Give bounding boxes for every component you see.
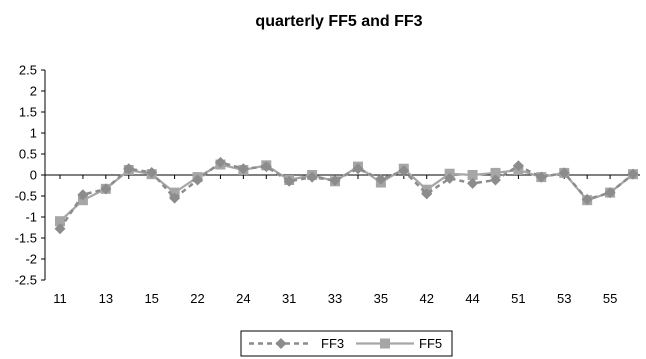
series-ff3-point xyxy=(604,187,616,199)
series-ff3-point xyxy=(467,177,479,189)
series-ff5-point xyxy=(55,216,65,227)
series-ff3-point xyxy=(100,183,112,195)
x-tick-label: 24 xyxy=(236,291,250,306)
x-tick-label: 13 xyxy=(99,291,113,306)
x-tick-label: 22 xyxy=(190,291,204,306)
series-ff3-point xyxy=(581,193,593,205)
x-tick-label: 11 xyxy=(53,291,67,306)
x-tick-label: 15 xyxy=(144,291,158,306)
legend: FF3 FF5 xyxy=(240,330,453,357)
series-ff3-point xyxy=(123,163,135,175)
x-tick-label: 44 xyxy=(465,291,479,306)
legend-ff3-label: FF3 xyxy=(321,336,344,351)
series-ff3-point xyxy=(146,166,158,178)
series-ff3-point xyxy=(558,167,570,179)
series-ff3-point xyxy=(627,168,639,180)
series-ff3-point xyxy=(512,160,524,172)
series-ff3-point xyxy=(283,175,295,187)
y-tick-label: 1 xyxy=(30,126,37,141)
y-tick-label: -2 xyxy=(25,252,37,267)
y-tick-label: -0.5 xyxy=(15,189,37,204)
y-tick-label: 2 xyxy=(30,84,37,99)
y-tick-label: -1.5 xyxy=(15,231,37,246)
series-ff3-point xyxy=(398,165,410,177)
series-ff3-point xyxy=(77,189,89,201)
series-ff5-point xyxy=(490,167,501,178)
series-ff3-point xyxy=(260,161,272,173)
series-ff3-point xyxy=(375,173,387,185)
y-tick-label: 0.5 xyxy=(19,147,37,162)
y-tick-label: -1 xyxy=(25,210,37,225)
series-ff3-point xyxy=(421,188,433,200)
series-ff3-point xyxy=(444,172,456,184)
series-ff3-point xyxy=(54,223,66,235)
series-ff3-point xyxy=(192,174,204,186)
chart-title: quarterly FF5 and FF3 xyxy=(255,13,422,30)
series-ff3-point xyxy=(329,174,341,186)
y-tick-label: 0 xyxy=(30,168,37,183)
x-tick-label: 55 xyxy=(603,291,617,306)
plot-area: 2.5 2 1.5 1 0.5 0 -0.5 -1 -1.5 -2 -2.5 11 13 15 22 24 31… xyxy=(15,63,640,306)
series-ff3-point xyxy=(352,163,364,175)
legend-ff5-label: FF5 xyxy=(419,336,442,351)
series-ff3-line xyxy=(58,161,634,230)
legend-ff5-marker xyxy=(380,338,390,349)
y-tick-label: -2.5 xyxy=(15,273,37,288)
series-ff3-point xyxy=(535,171,547,183)
series-ff3-point xyxy=(306,171,318,183)
y-tick-label: 1.5 xyxy=(19,105,37,120)
series-ff3-point xyxy=(237,163,249,175)
x-tick-label: 35 xyxy=(374,291,388,306)
series-ff3-point xyxy=(489,174,501,186)
x-tick-label: 31 xyxy=(282,291,296,306)
series-ff3-point xyxy=(169,192,181,204)
x-tick-label: 53 xyxy=(557,291,571,306)
x-tick-label: 42 xyxy=(419,291,433,306)
series-ff3-point xyxy=(214,156,226,168)
series-ff5-point xyxy=(467,170,478,180)
x-tick-label: 51 xyxy=(511,291,525,306)
y-tick-label: 2.5 xyxy=(19,63,37,78)
x-tick-label: 33 xyxy=(328,291,342,306)
series-ff5-line xyxy=(59,163,634,223)
legend-ff3-marker xyxy=(275,338,287,349)
